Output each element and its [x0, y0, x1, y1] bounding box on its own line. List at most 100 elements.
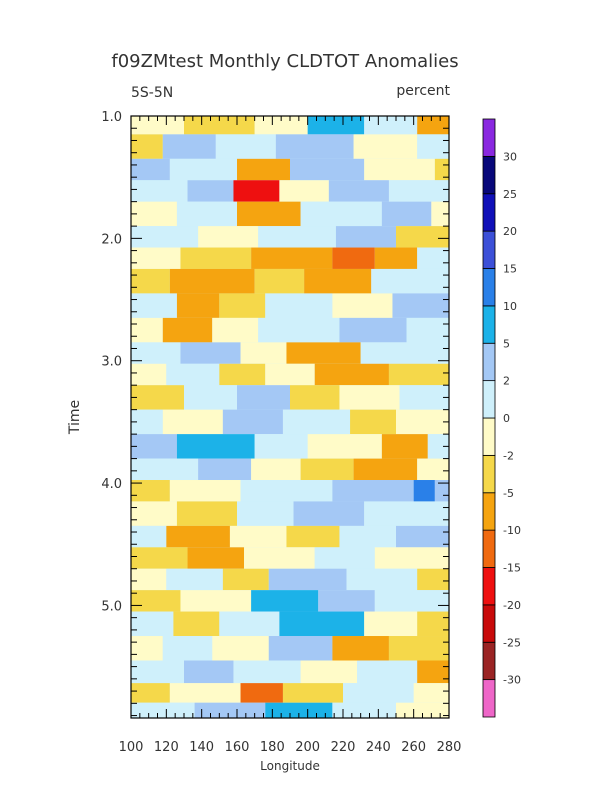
contour-cell — [215, 134, 276, 159]
y-axis: 1.0 2.0 3.0 4.0 5.0 — [101, 110, 449, 717]
contour-cell — [131, 611, 174, 637]
colorbar-label: -20 — [503, 599, 521, 612]
y-tick-label: 2.0 — [101, 232, 122, 247]
contour-cell — [399, 385, 449, 410]
contour-cell — [307, 434, 382, 459]
contour-cell — [353, 134, 418, 159]
contour-cell — [180, 342, 241, 364]
contour-cell — [131, 134, 163, 159]
contour-cell — [187, 547, 245, 569]
contour-cell — [194, 702, 266, 718]
contour-cell — [131, 268, 170, 294]
contour-cell — [131, 434, 177, 459]
contour-cell — [346, 568, 418, 591]
contour-cell — [265, 363, 315, 386]
contour-cell — [131, 180, 188, 202]
colorbar-swatch — [482, 567, 496, 606]
contour-cell — [374, 590, 449, 612]
contour-cell — [431, 201, 449, 227]
colorbar-label: 15 — [503, 263, 517, 276]
x-tick-label: 160 — [225, 740, 250, 755]
contour-cell — [222, 409, 283, 435]
x-tick-label: 260 — [401, 740, 426, 755]
contour-cell — [212, 636, 269, 661]
colorbar-label: -2 — [503, 449, 514, 462]
contour-cell — [237, 158, 290, 181]
units-label: percent — [396, 83, 450, 99]
contour-cell — [300, 660, 358, 684]
contour-cell — [240, 480, 333, 502]
contour-cell — [286, 342, 361, 364]
contour-cell — [131, 702, 195, 718]
contour-cell — [240, 342, 287, 364]
contour-cell — [184, 385, 237, 410]
contour-cell — [388, 180, 449, 202]
contour-cell — [265, 702, 333, 718]
contour-cell — [286, 525, 340, 548]
colorbar-swatch — [482, 268, 496, 307]
contour-cell — [314, 547, 375, 569]
contour-cell — [219, 293, 266, 318]
contour-cell — [233, 180, 280, 202]
contour-cell — [169, 268, 255, 294]
contour-cell — [374, 547, 449, 569]
contour-cell — [343, 683, 414, 703]
contour-cell — [233, 660, 301, 684]
colorbar-label: 25 — [503, 188, 517, 201]
contour-cell — [184, 660, 234, 684]
contour-cell — [131, 363, 167, 386]
contour-cell — [339, 385, 400, 410]
contour-cell — [237, 501, 294, 526]
contour-cell — [169, 683, 241, 703]
contour-cell — [413, 683, 449, 703]
contour-cell — [396, 226, 449, 248]
contour-cell — [332, 480, 414, 502]
colorbar-label: 0 — [503, 412, 510, 425]
colorbar-swatch — [482, 679, 496, 718]
contour-cell — [131, 547, 188, 569]
contour-cell — [304, 268, 372, 294]
y-tick-label: 3.0 — [101, 355, 122, 370]
contour-cell — [131, 226, 199, 248]
contour-cell — [251, 458, 301, 481]
y-axis-title: Time — [67, 400, 83, 435]
contour-cell — [364, 158, 435, 181]
contour-cell — [381, 201, 432, 227]
contour-cell — [396, 525, 449, 548]
contour-cell — [371, 268, 449, 294]
contour-cell — [180, 590, 252, 612]
contour-cell — [219, 363, 266, 386]
x-tick-label: 220 — [331, 740, 356, 755]
colorbar-swatch — [482, 193, 496, 232]
contour-cell — [180, 247, 252, 269]
contour-cell — [166, 525, 230, 548]
contour-cell — [282, 683, 343, 703]
x-tick-label: 140 — [189, 740, 214, 755]
contour-cell — [219, 611, 280, 637]
contour-cell — [339, 525, 396, 548]
contour-cell — [131, 385, 184, 410]
contour-cell — [282, 409, 351, 435]
colorbar-label: 2 — [503, 375, 510, 388]
contour-cell — [417, 134, 449, 159]
contour-cell — [268, 568, 347, 591]
contour-cell — [396, 702, 449, 718]
contour-cell — [417, 458, 449, 481]
colorbar-label: 10 — [503, 300, 517, 313]
contour-cell — [364, 611, 418, 637]
contour-cell — [162, 409, 223, 435]
contour-cell — [229, 525, 287, 548]
colorbar-label: 30 — [503, 150, 517, 163]
colorbar-label: -30 — [503, 674, 521, 687]
contour-cell — [240, 683, 283, 703]
colorbar-label: 20 — [503, 225, 517, 238]
contour-cell — [162, 636, 213, 661]
contour-cell — [251, 247, 333, 269]
contour-cell — [166, 568, 223, 591]
contour-cell — [187, 180, 234, 202]
contour-cell — [131, 201, 177, 227]
y-tick-label: 1.0 — [101, 110, 122, 125]
contour-cell — [131, 342, 181, 364]
contour-cell — [364, 501, 449, 526]
contour-cell — [162, 317, 213, 343]
